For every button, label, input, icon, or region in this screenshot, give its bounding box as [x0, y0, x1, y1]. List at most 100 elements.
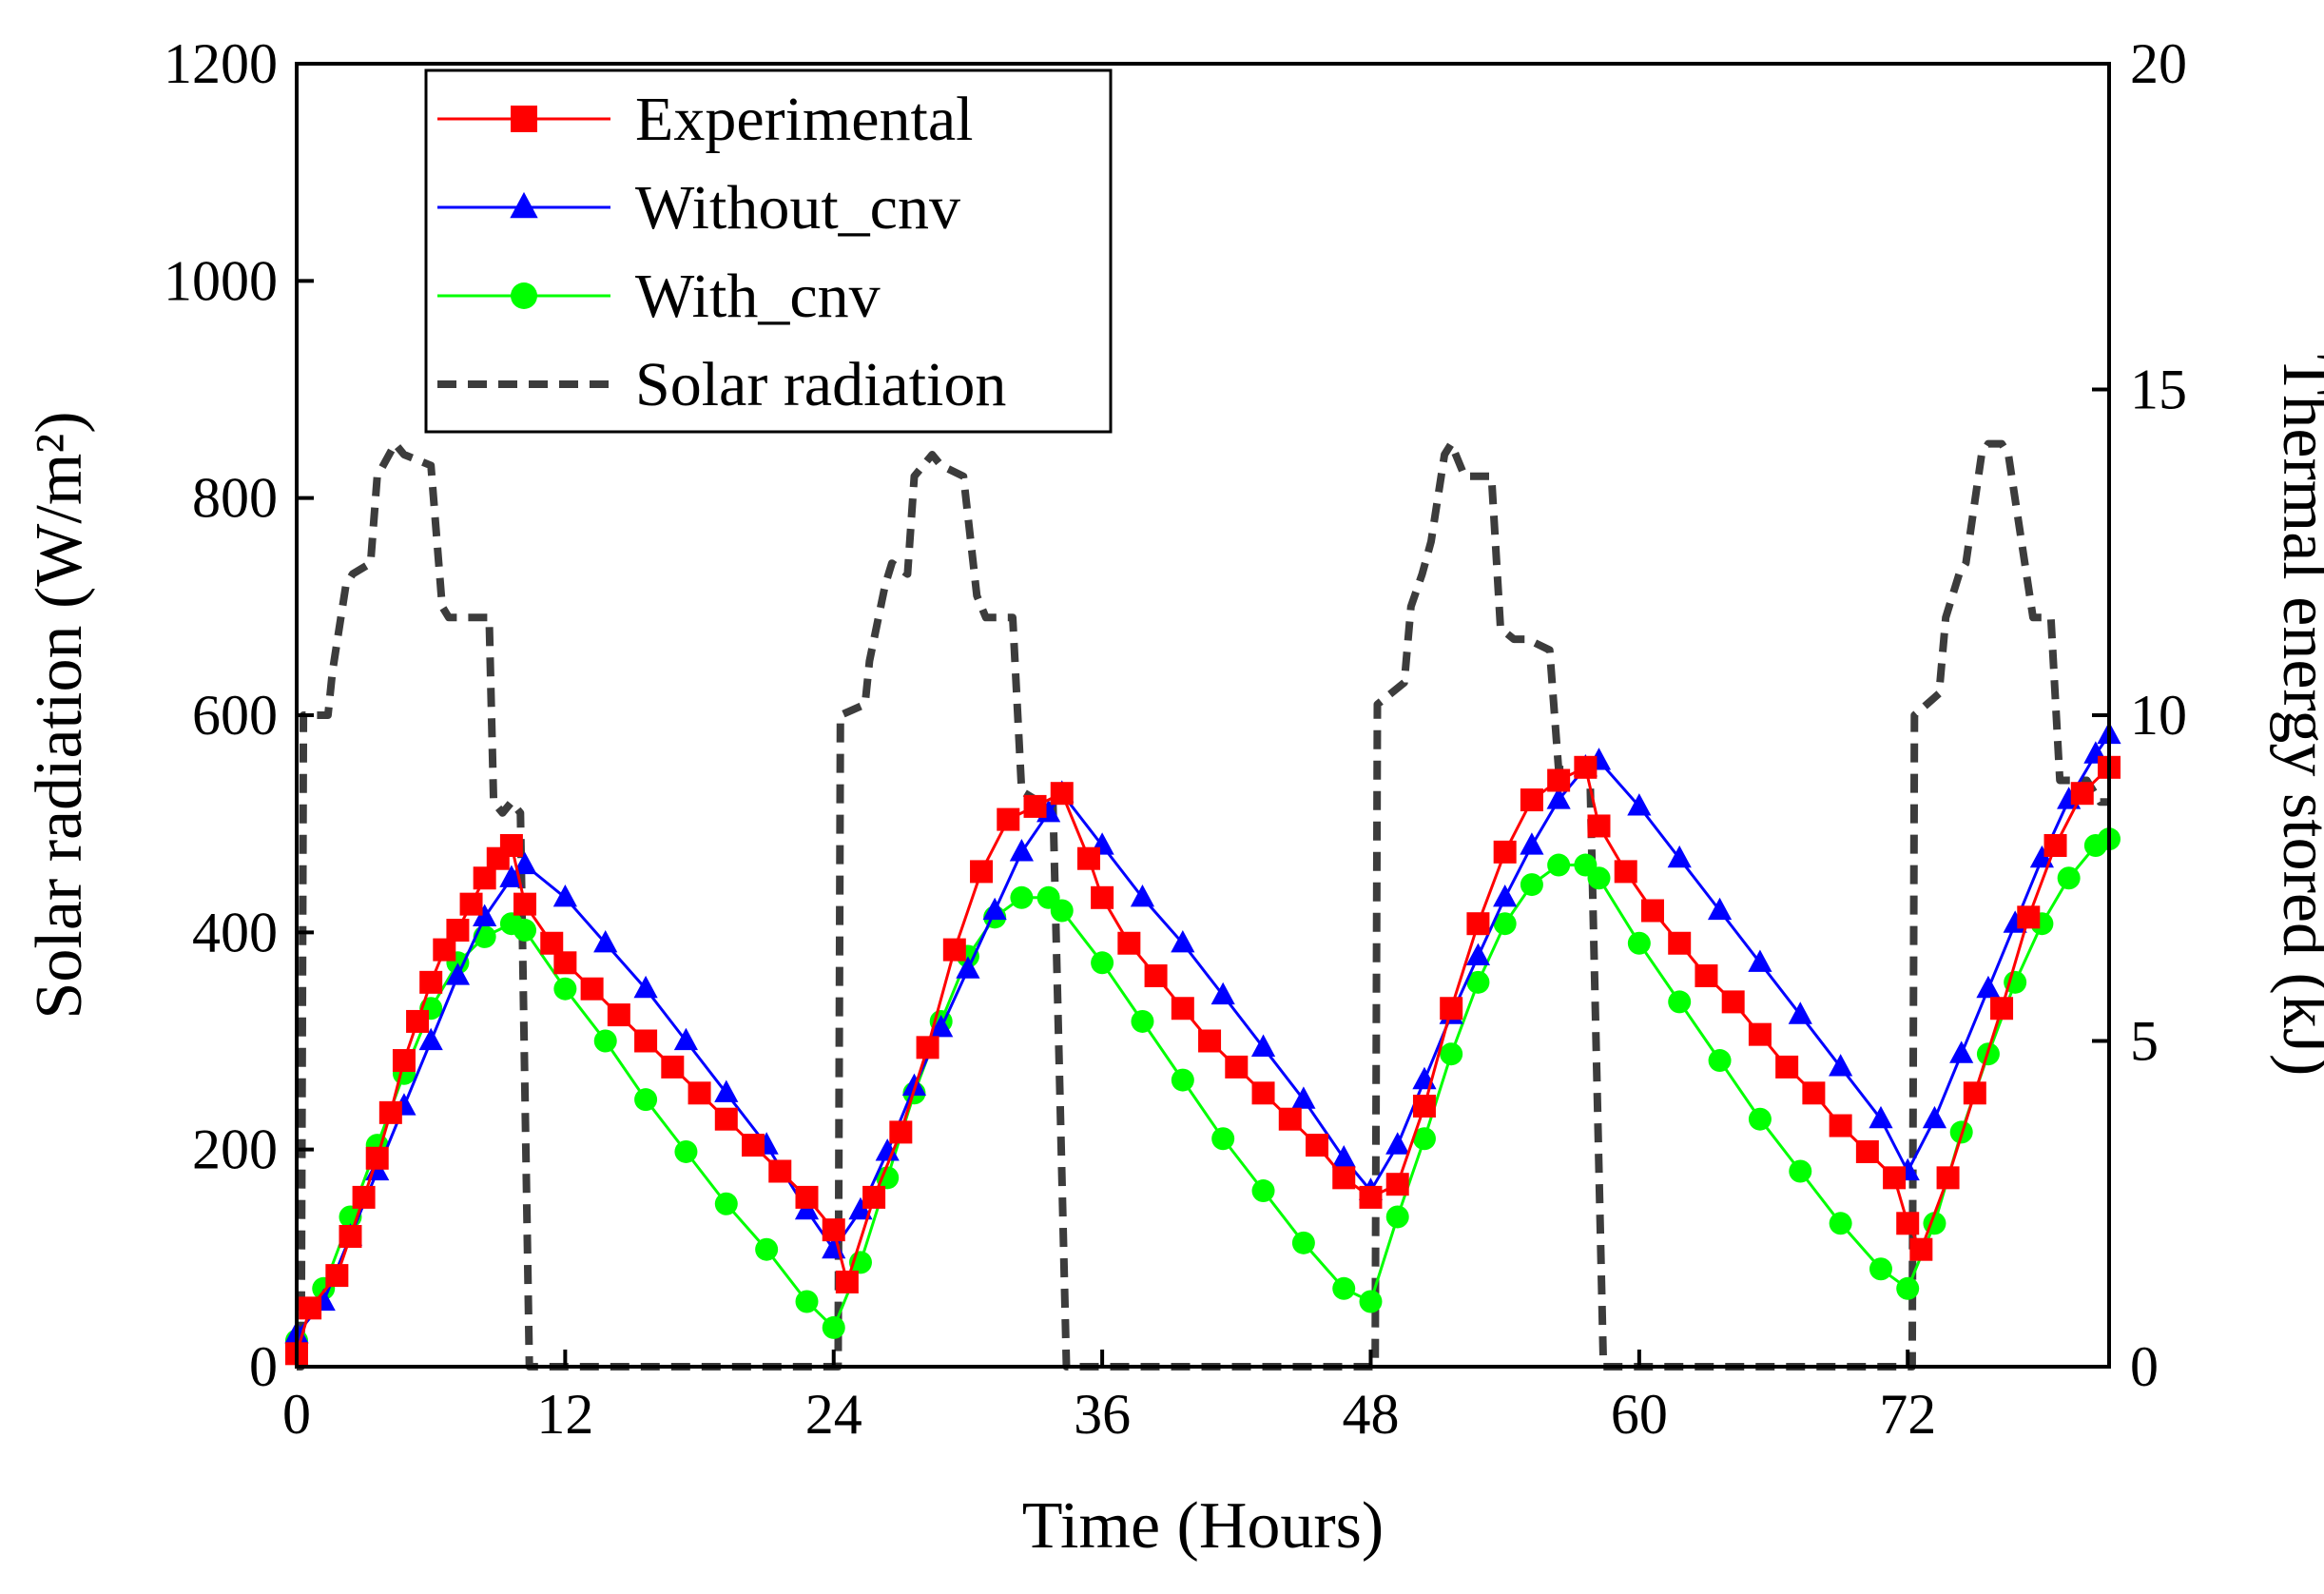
data-point	[1117, 931, 1141, 955]
data-point	[1788, 1001, 1812, 1024]
legend-entries: Experimental Without_cnv With_cnv Solar rad…	[437, 85, 1006, 419]
data-point	[1748, 1107, 1772, 1131]
data-point	[459, 892, 483, 916]
data-point	[1332, 1166, 1356, 1190]
data-point	[1250, 1034, 1276, 1057]
data-point	[1225, 1055, 1249, 1079]
data-point	[1131, 1009, 1154, 1033]
data-point	[473, 866, 496, 890]
data-point	[1721, 990, 1745, 1014]
data-point	[1493, 840, 1517, 864]
legend-swatch-marker	[511, 106, 537, 132]
data-point	[875, 1138, 900, 1161]
data-point	[795, 1290, 819, 1313]
y-right-tick-label: 10	[2130, 684, 2187, 747]
data-point	[1547, 853, 1571, 877]
data-point	[1546, 787, 1571, 809]
legend-label: Experimental	[635, 85, 974, 154]
x-tick-label: 60	[1611, 1383, 1668, 1446]
data-point	[513, 851, 537, 875]
data-point	[1076, 846, 1100, 870]
data-point	[768, 1159, 792, 1183]
data-point	[688, 1081, 711, 1105]
data-point	[1614, 860, 1637, 884]
data-point	[339, 1225, 362, 1248]
data-point	[1547, 768, 1571, 792]
data-point	[1385, 1132, 1410, 1155]
data-point	[1667, 845, 1692, 868]
data-point	[795, 1185, 819, 1209]
data-point	[1412, 1095, 1436, 1118]
data-point	[1210, 982, 1235, 1005]
data-point	[2004, 970, 2027, 994]
data-point	[1802, 1081, 1826, 1105]
data-point	[1936, 1166, 1960, 1190]
data-point	[1332, 1276, 1356, 1300]
data-point	[1144, 964, 1168, 987]
x-axis-title: Time (Hours)	[1022, 1489, 1385, 1563]
data-point	[433, 938, 456, 962]
legend-box	[424, 68, 1113, 434]
data-point	[916, 1036, 939, 1059]
legend-entry: Solar radiation	[437, 350, 1006, 419]
data-point	[1306, 1134, 1329, 1157]
data-point	[1493, 884, 1518, 907]
legend-entry: Without_cnv	[437, 173, 960, 243]
data-point	[1896, 1212, 1920, 1235]
data-point	[1023, 794, 1047, 818]
data-point	[1385, 1173, 1409, 1196]
data-point	[982, 897, 1007, 921]
data-point	[1009, 839, 1034, 862]
data-point	[1748, 949, 1772, 972]
data-point	[593, 1029, 617, 1053]
y-left-tick-label: 0	[249, 1335, 278, 1398]
data-point	[540, 931, 564, 955]
x-tick-label: 0	[282, 1383, 311, 1446]
data-point	[2070, 782, 2094, 806]
data-point	[499, 834, 523, 857]
data-point	[352, 1185, 376, 1209]
data-point	[2057, 866, 2081, 890]
data-point	[661, 1055, 685, 1079]
data-point	[1587, 814, 1611, 838]
y-left-tick-label: 1200	[164, 32, 278, 95]
legend-entry: Experimental	[437, 85, 974, 154]
legend-entry: With_cnv	[437, 262, 881, 331]
data-point	[1707, 897, 1733, 921]
data-point	[607, 1003, 630, 1027]
data-point	[392, 1049, 416, 1073]
data-point	[1010, 885, 1034, 909]
data-point	[1130, 884, 1155, 907]
series-experimental	[285, 755, 2121, 1366]
data-point	[325, 1264, 349, 1288]
data-point	[633, 975, 658, 999]
data-point	[2017, 905, 2041, 929]
data-point	[1627, 931, 1651, 955]
data-point	[1748, 1022, 1772, 1046]
data-point	[1829, 1212, 1852, 1235]
data-point	[552, 884, 577, 907]
data-point	[997, 807, 1020, 831]
data-point	[406, 1009, 430, 1033]
legend: Experimental Without_cnv With_cnv Solar rad…	[424, 68, 1113, 434]
data-point	[901, 1073, 927, 1097]
data-point	[1466, 912, 1490, 936]
data-point	[714, 1079, 739, 1102]
data-point	[889, 1120, 913, 1144]
x-tick-label: 24	[805, 1383, 862, 1446]
data-point	[1251, 1179, 1275, 1203]
data-point	[1440, 997, 1463, 1021]
data-point	[1922, 1105, 1947, 1129]
data-point	[848, 1196, 873, 1220]
data-point	[553, 951, 577, 975]
data-point	[1359, 1290, 1383, 1313]
y-axis-title-left: Solar radiation (W/m²)	[23, 411, 96, 1019]
data-point	[419, 970, 443, 994]
data-point	[1896, 1276, 1920, 1300]
data-point	[299, 1296, 322, 1320]
data-point	[634, 1088, 658, 1112]
y-left-tick-label: 200	[192, 1118, 278, 1181]
data-point	[1091, 951, 1114, 975]
data-point	[1574, 755, 1598, 779]
data-point	[1291, 1231, 1315, 1254]
